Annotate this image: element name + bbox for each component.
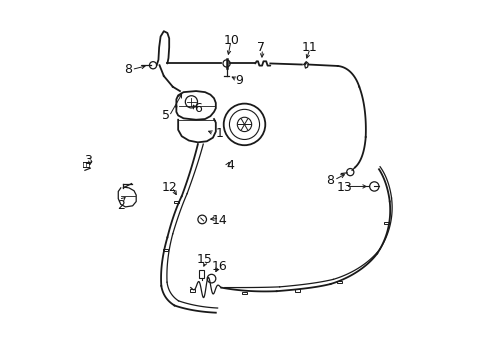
Text: 11: 11: [301, 41, 316, 54]
Bar: [163, 249, 168, 251]
Text: 8: 8: [326, 174, 334, 186]
Bar: [336, 281, 341, 283]
Text: 7: 7: [256, 41, 264, 54]
Text: 13: 13: [336, 181, 351, 194]
Text: 16: 16: [211, 260, 227, 273]
Text: 5: 5: [161, 109, 169, 122]
Text: 4: 4: [226, 159, 234, 172]
Text: 10: 10: [224, 33, 240, 47]
Bar: [190, 289, 195, 292]
Text: 1: 1: [215, 127, 223, 140]
Text: 6: 6: [194, 102, 202, 115]
Text: 3: 3: [84, 154, 92, 167]
Text: 9: 9: [235, 74, 243, 87]
Text: 12: 12: [161, 181, 177, 194]
Text: 14: 14: [211, 214, 227, 227]
Bar: [383, 222, 388, 224]
Bar: [242, 292, 246, 294]
Text: 2: 2: [117, 199, 124, 212]
Bar: [294, 289, 300, 292]
Bar: [174, 201, 179, 203]
Text: 8: 8: [123, 63, 132, 76]
Text: 15: 15: [197, 253, 213, 266]
